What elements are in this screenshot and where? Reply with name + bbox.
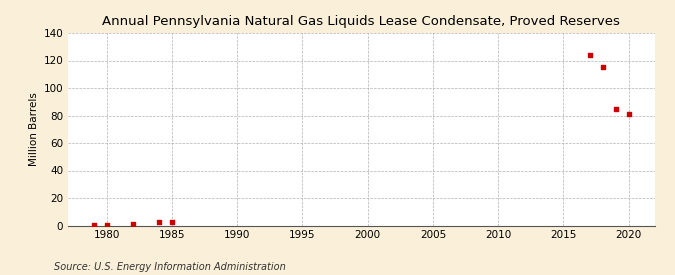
Point: [128, 222, 138, 227]
Title: Annual Pennsylvania Natural Gas Liquids Lease Condensate, Proved Reserves: Annual Pennsylvania Natural Gas Liquids …: [102, 15, 620, 28]
Point: [153, 219, 164, 224]
Point: [101, 223, 112, 227]
Point: [167, 220, 178, 225]
Point: [88, 223, 99, 227]
Y-axis label: Million Barrels: Million Barrels: [30, 92, 39, 166]
Point: [623, 112, 634, 116]
Text: Source: U.S. Energy Information Administration: Source: U.S. Energy Information Administ…: [54, 262, 286, 272]
Point: [610, 106, 621, 111]
Point: [584, 53, 595, 57]
Point: [597, 65, 608, 70]
